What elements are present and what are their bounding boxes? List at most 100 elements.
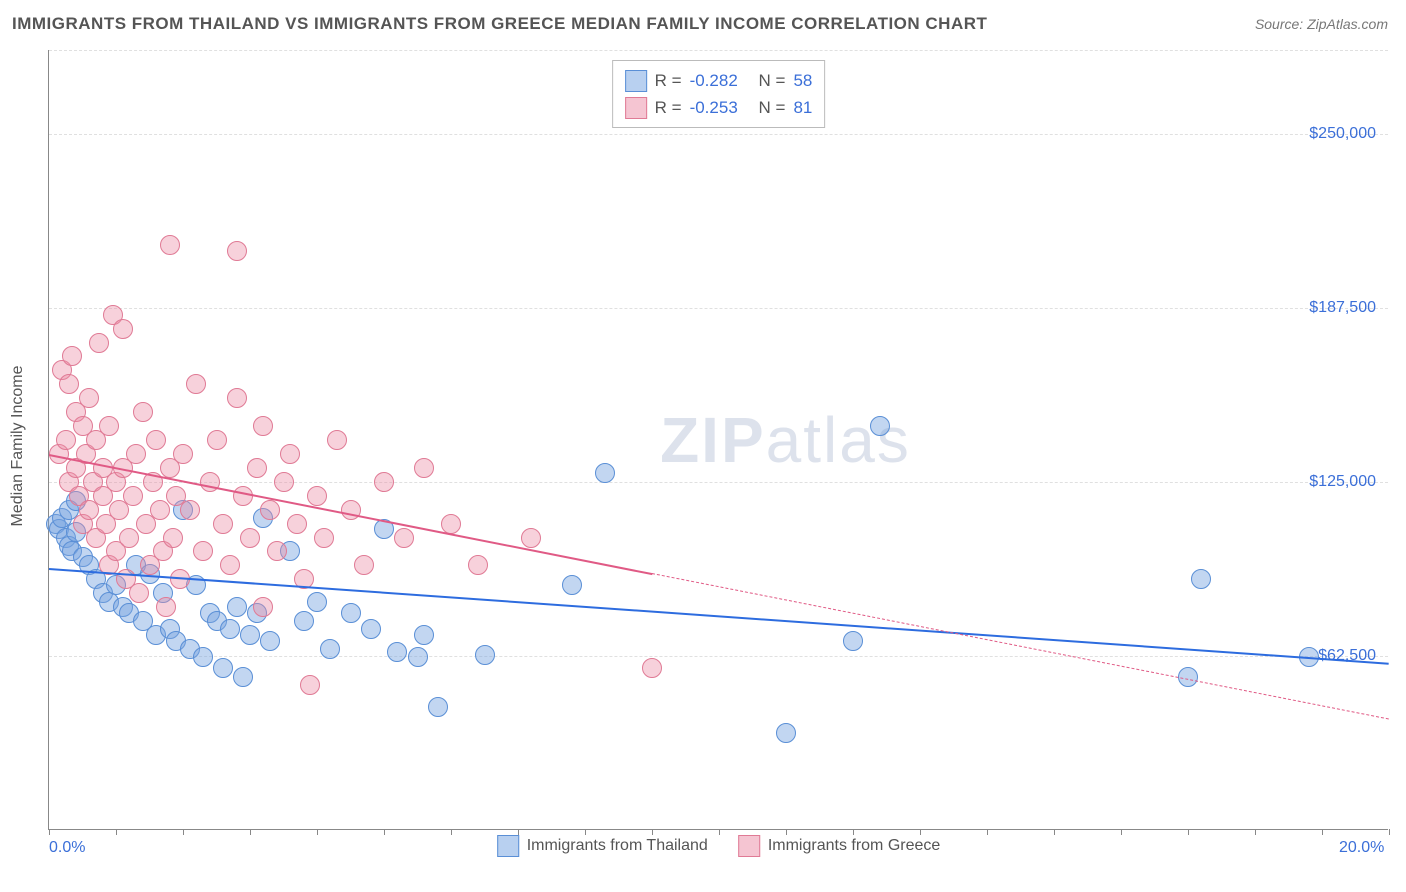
data-point [160,235,180,255]
data-point [307,592,327,612]
data-point [59,374,79,394]
data-point [428,697,448,717]
data-point [468,555,488,575]
data-point [294,611,314,631]
stat-r-value-thailand: -0.282 [690,67,738,94]
data-point [227,597,247,617]
data-point [260,631,280,651]
data-point [220,619,240,639]
stat-r-label: R = [655,67,682,94]
x-tick-mark [518,829,519,835]
legend-label-greece: Immigrants from Greece [768,837,940,855]
data-point [233,667,253,687]
data-point [123,486,143,506]
data-point [274,472,294,492]
gridline [49,656,1388,657]
stat-r-label: R = [655,94,682,121]
thailand-swatch-icon [625,70,647,92]
data-point [267,541,287,561]
data-point [260,500,280,520]
data-point [1191,569,1211,589]
data-point [394,528,414,548]
data-point [521,528,541,548]
x-tick-mark [183,829,184,835]
data-point [113,319,133,339]
x-tick-mark [1255,829,1256,835]
stat-row-greece: R = -0.253 N = 81 [625,94,813,121]
data-point [163,528,183,548]
data-point [146,430,166,450]
data-point [280,444,300,464]
data-point [62,346,82,366]
data-point [354,555,374,575]
data-point [341,603,361,623]
x-tick-mark [1188,829,1189,835]
x-tick-mark [920,829,921,835]
data-point [220,555,240,575]
data-point [300,675,320,695]
data-point [193,647,213,667]
data-point [240,528,260,548]
data-point [374,472,394,492]
data-point [133,402,153,422]
data-point [414,458,434,478]
data-point [408,647,428,667]
data-point [642,658,662,678]
data-point [314,528,334,548]
x-tick-label: 0.0% [49,839,85,857]
gridline [49,482,1388,483]
data-point [213,514,233,534]
watermark-atlas: atlas [766,404,911,476]
data-point [126,444,146,464]
source-label: Source: ZipAtlas.com [1255,16,1388,32]
data-point [320,639,340,659]
x-tick-mark [1121,829,1122,835]
data-point [361,619,381,639]
data-point [776,723,796,743]
data-point [207,430,227,450]
gridline [49,134,1388,135]
plot-area: ZIPatlas R = -0.282 N = 58 R = -0.253 N … [48,50,1388,830]
data-point [247,458,267,478]
data-point [387,642,407,662]
data-point [441,514,461,534]
legend-item-greece: Immigrants from Greece [738,835,940,857]
stat-n-label: N = [759,94,786,121]
x-tick-label: 20.0% [1339,839,1384,857]
legend-label-thailand: Immigrants from Thailand [527,837,708,855]
x-tick-mark [652,829,653,835]
data-point [414,625,434,645]
data-point [327,430,347,450]
x-tick-mark [1322,829,1323,835]
x-tick-mark [987,829,988,835]
x-tick-mark [250,829,251,835]
stat-r-value-greece: -0.253 [690,94,738,121]
legend-item-thailand: Immigrants from Thailand [497,835,708,857]
data-point [562,575,582,595]
data-point [227,388,247,408]
x-tick-mark [786,829,787,835]
stat-n-label: N = [759,67,786,94]
data-point [193,541,213,561]
x-tick-mark [317,829,318,835]
data-point [287,514,307,534]
gridline [49,50,1388,51]
correlation-stats-box: R = -0.282 N = 58 R = -0.253 N = 81 [612,60,826,128]
x-tick-mark [49,829,50,835]
x-tick-mark [1054,829,1055,835]
gridline [49,308,1388,309]
data-point [173,444,193,464]
data-point [870,416,890,436]
data-point [475,645,495,665]
y-tick-label: $125,000 [1309,473,1376,491]
stat-row-thailand: R = -0.282 N = 58 [625,67,813,94]
data-point [227,241,247,261]
stat-n-value-thailand: 58 [793,67,812,94]
x-tick-mark [719,829,720,835]
data-point [213,658,233,678]
x-tick-mark [116,829,117,835]
x-tick-mark [451,829,452,835]
data-point [99,416,119,436]
data-point [253,416,273,436]
data-point [253,597,273,617]
